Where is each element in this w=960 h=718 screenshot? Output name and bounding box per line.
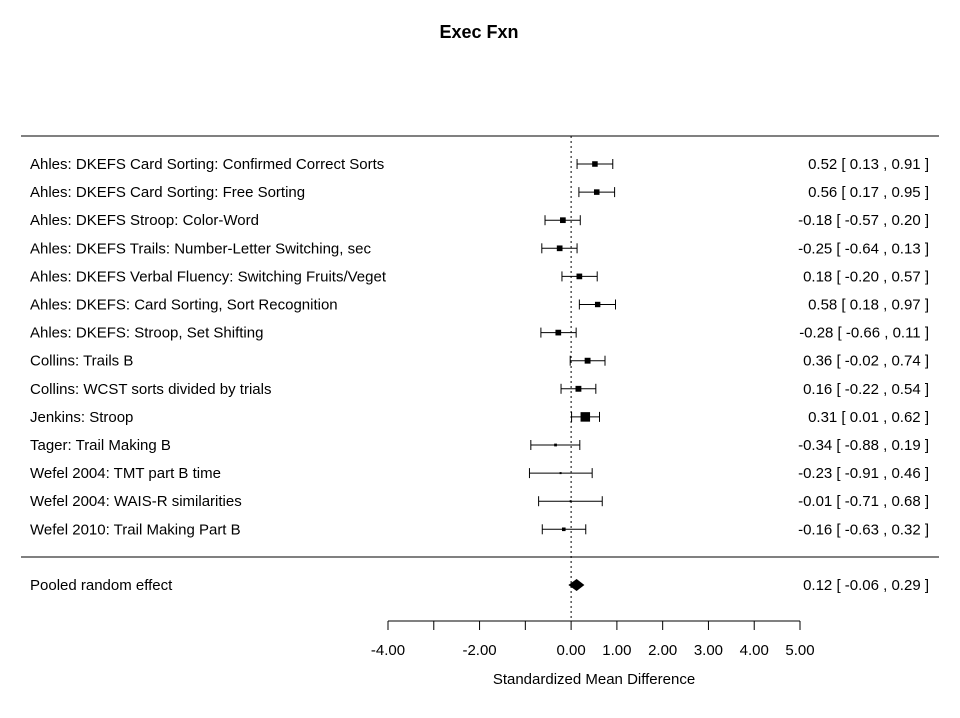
x-tick-label: 2.00 bbox=[648, 642, 677, 659]
estimate-text: -0.16 [ -0.63 , 0.32 ] bbox=[798, 521, 929, 538]
study-label: Wefel 2004: TMT part B time bbox=[30, 465, 221, 482]
point-estimate bbox=[569, 500, 572, 503]
study-row: Ahles: DKEFS Stroop: Color-Word -0.18 [ -… bbox=[30, 212, 929, 229]
estimate-text: -0.34 [ -0.88 , 0.19 ] bbox=[798, 437, 929, 454]
point-estimate bbox=[584, 357, 591, 364]
study-row: Ahles: DKEFS: Stroop, Set Shifting -0.28 … bbox=[30, 325, 929, 342]
study-label: Ahles: DKEFS Card Sorting: Confirmed Cor… bbox=[30, 156, 384, 173]
chart-title: Exec Fxn bbox=[439, 22, 518, 42]
point-estimate bbox=[592, 161, 598, 167]
study-row: Wefel 2004: WAIS-R similarities -0.01 [ -… bbox=[30, 493, 929, 510]
study-label: Collins: WCST sorts divided by trials bbox=[30, 381, 271, 398]
estimate-text: 0.52 [ 0.13 , 0.91 ] bbox=[808, 156, 929, 173]
pooled-estimate-text: 0.12 [ -0.06 , 0.29 ] bbox=[803, 577, 929, 594]
estimate-text: 0.31 [ 0.01 , 0.62 ] bbox=[808, 409, 929, 426]
study-label: Ahles: DKEFS Trails: Number-Letter Switc… bbox=[30, 240, 371, 257]
study-label: Ahles: DKEFS Verbal Fluency: Switching F… bbox=[30, 268, 387, 285]
estimate-text: -0.28 [ -0.66 , 0.11 ] bbox=[799, 325, 929, 342]
estimate-text: -0.01 [ -0.71 , 0.68 ] bbox=[798, 493, 929, 510]
estimate-text: 0.36 [ -0.02 , 0.74 ] bbox=[803, 353, 929, 370]
study-row: Ahles: DKEFS: Card Sorting, Sort Recogni… bbox=[30, 297, 929, 314]
study-label: Jenkins: Stroop bbox=[30, 409, 133, 426]
point-estimate bbox=[555, 329, 562, 336]
x-tick-label: 3.00 bbox=[694, 642, 723, 659]
x-axis: -4.00 -2.00 0.00 1.00 2.00 3.00 4.00 5.00 bbox=[371, 620, 815, 659]
x-axis-label: Standardized Mean Difference bbox=[493, 671, 695, 688]
study-row: Collins: Trails B 0.36 [ -0.02 , 0.74 ] bbox=[30, 353, 929, 370]
point-estimate bbox=[559, 472, 562, 475]
study-row: Ahles: DKEFS Card Sorting: Free Sorting 0… bbox=[30, 184, 929, 201]
study-label: Ahles: DKEFS: Stroop, Set Shifting bbox=[30, 325, 263, 342]
study-label: Wefel 2004: WAIS-R similarities bbox=[30, 493, 242, 510]
study-row: Jenkins: Stroop 0.31 [ 0.01 , 0.62 ] bbox=[30, 409, 929, 426]
x-tick-label: 5.00 bbox=[785, 642, 814, 659]
point-estimate bbox=[594, 301, 601, 308]
study-row: Wefel 2004: TMT part B time -0.23 [ -0.91… bbox=[30, 465, 929, 482]
pooled-label: Pooled random effect bbox=[30, 577, 173, 594]
estimate-text: -0.23 [ -0.91 , 0.46 ] bbox=[798, 465, 929, 482]
study-row: Ahles: DKEFS Trails: Number-Letter Switc… bbox=[30, 240, 929, 257]
x-tick-label: 0.00 bbox=[557, 642, 586, 659]
study-row: Wefel 2010: Trail Making Part B -0.16 [ -… bbox=[30, 521, 929, 538]
x-tick-label: -2.00 bbox=[462, 642, 496, 659]
study-label: Tager: Trail Making B bbox=[30, 437, 171, 454]
study-rows: Ahles: DKEFS Card Sorting: Confirmed Cor… bbox=[30, 156, 929, 538]
point-estimate bbox=[593, 189, 600, 195]
point-estimate bbox=[554, 443, 557, 447]
study-row: Ahles: DKEFS Card Sorting: Confirmed Cor… bbox=[30, 156, 929, 173]
pooled-row: Pooled random effect 0.12 [ -0.06 , 0.29 … bbox=[30, 577, 929, 594]
point-estimate bbox=[561, 527, 566, 532]
point-estimate bbox=[556, 245, 563, 252]
study-row: Ahles: DKEFS Verbal Fluency: Switching F… bbox=[30, 268, 929, 285]
estimate-text: 0.58 [ 0.18 , 0.97 ] bbox=[808, 297, 929, 314]
study-label: Collins: Trails B bbox=[30, 353, 133, 370]
study-row: Tager: Trail Making B -0.34 [ -0.88 , 0.1… bbox=[30, 437, 929, 454]
point-estimate bbox=[576, 273, 583, 280]
study-label: Ahles: DKEFS: Card Sorting, Sort Recogni… bbox=[30, 297, 338, 314]
study-label: Wefel 2010: Trail Making Part B bbox=[30, 521, 241, 538]
x-tick-label: -4.00 bbox=[371, 642, 405, 659]
study-row: Collins: WCST sorts divided by trials 0.1… bbox=[30, 381, 929, 398]
point-estimate bbox=[560, 217, 566, 224]
estimate-text: 0.56 [ 0.17 , 0.95 ] bbox=[808, 184, 929, 201]
pooled-diamond bbox=[568, 579, 585, 591]
x-tick-label: 4.00 bbox=[740, 642, 769, 659]
estimate-text: 0.18 [ -0.20 , 0.57 ] bbox=[803, 268, 929, 285]
x-tick-label: 1.00 bbox=[602, 642, 631, 659]
estimate-text: -0.25 [ -0.64 , 0.13 ] bbox=[798, 240, 929, 257]
estimate-text: -0.18 [ -0.57 , 0.20 ] bbox=[798, 212, 929, 229]
estimate-text: 0.16 [ -0.22 , 0.54 ] bbox=[803, 381, 929, 398]
point-estimate bbox=[580, 412, 591, 422]
study-label: Ahles: DKEFS Card Sorting: Free Sorting bbox=[30, 184, 305, 201]
study-label: Ahles: DKEFS Stroop: Color-Word bbox=[30, 212, 259, 229]
point-estimate bbox=[575, 385, 582, 392]
